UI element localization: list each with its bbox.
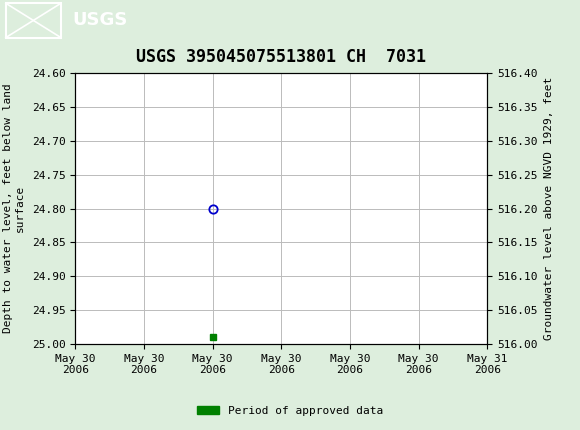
Y-axis label: Depth to water level, feet below land
surface: Depth to water level, feet below land su… bbox=[2, 84, 25, 333]
Bar bbox=[6, 3, 61, 37]
Title: USGS 395045075513801 CH  7031: USGS 395045075513801 CH 7031 bbox=[136, 48, 426, 66]
Legend: Period of approved data: Period of approved data bbox=[193, 401, 387, 420]
Text: USGS: USGS bbox=[72, 12, 128, 29]
Y-axis label: Groundwater level above NGVD 1929, feet: Groundwater level above NGVD 1929, feet bbox=[545, 77, 554, 340]
